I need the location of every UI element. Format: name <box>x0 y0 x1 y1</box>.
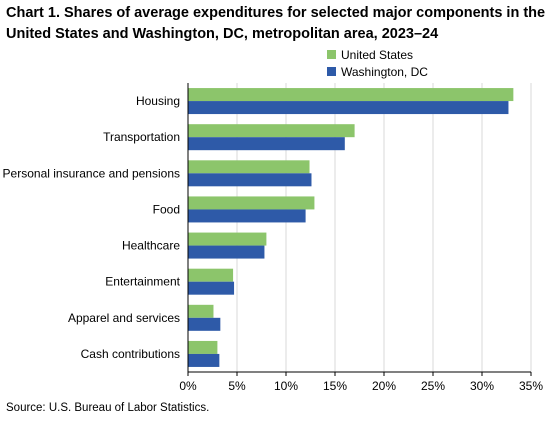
x-tick-label-0: 0% <box>179 379 197 393</box>
chart-legend: United States Washington, DC <box>327 46 428 80</box>
bar-united-states-cash-contributions <box>188 340 218 354</box>
chart-title: Chart 1. Shares of average expenditures … <box>6 3 546 45</box>
category-label-food: Food <box>153 202 180 216</box>
chart-title-line-1: Chart 1. Shares of average expenditures … <box>6 5 546 21</box>
bar-united-states-housing <box>188 88 514 102</box>
bar-united-states-transportation <box>188 124 355 138</box>
x-tick-label-25: 25% <box>421 379 445 393</box>
category-label-transportation: Transportation <box>103 130 180 144</box>
x-tick-label-5: 5% <box>228 379 246 393</box>
bar-washington-dc-housing <box>188 101 509 115</box>
legend-label-united-states: United States <box>341 47 414 62</box>
category-label-personal-insurance-and-pensions: Personal insurance and pensions <box>3 166 180 180</box>
bar-washington-dc-transportation <box>188 137 345 151</box>
bar-united-states-food <box>188 196 315 210</box>
category-label-housing: Housing <box>136 94 180 108</box>
category-label-apparel-and-services: Apparel and services <box>68 311 180 325</box>
bar-united-states-entertainment <box>188 268 234 282</box>
chart-title-line-2: United States and Washington, DC, metrop… <box>6 26 439 42</box>
category-label-cash-contributions: Cash contributions <box>81 347 180 361</box>
x-tick-label-15: 15% <box>323 379 347 393</box>
x-tick-label-10: 10% <box>274 379 298 393</box>
legend-item-washington-dc: Washington, DC <box>327 63 428 80</box>
x-tick-label-20: 20% <box>372 379 396 393</box>
x-tick-label-35: 35% <box>519 379 543 393</box>
bar-united-states-healthcare <box>188 232 267 246</box>
bar-washington-dc-food <box>188 209 306 223</box>
bar-washington-dc-healthcare <box>188 245 265 259</box>
legend-item-united-states: United States <box>327 46 428 63</box>
legend-swatch-united-states <box>327 50 336 59</box>
bar-washington-dc-entertainment <box>188 281 235 295</box>
legend-swatch-washington-dc <box>327 67 336 76</box>
source-note: Source: U.S. Bureau of Labor Statistics. <box>6 402 210 414</box>
category-label-healthcare: Healthcare <box>122 239 180 253</box>
x-tick-label-30: 30% <box>470 379 494 393</box>
bar-washington-dc-personal-insurance-and-pensions <box>188 173 312 187</box>
bar-united-states-apparel-and-services <box>188 304 214 318</box>
legend-label-washington-dc: Washington, DC <box>341 64 428 79</box>
bar-washington-dc-cash-contributions <box>188 353 220 367</box>
bar-united-states-personal-insurance-and-pensions <box>188 160 310 174</box>
bar-washington-dc-apparel-and-services <box>188 317 221 331</box>
category-label-entertainment: Entertainment <box>105 275 180 289</box>
